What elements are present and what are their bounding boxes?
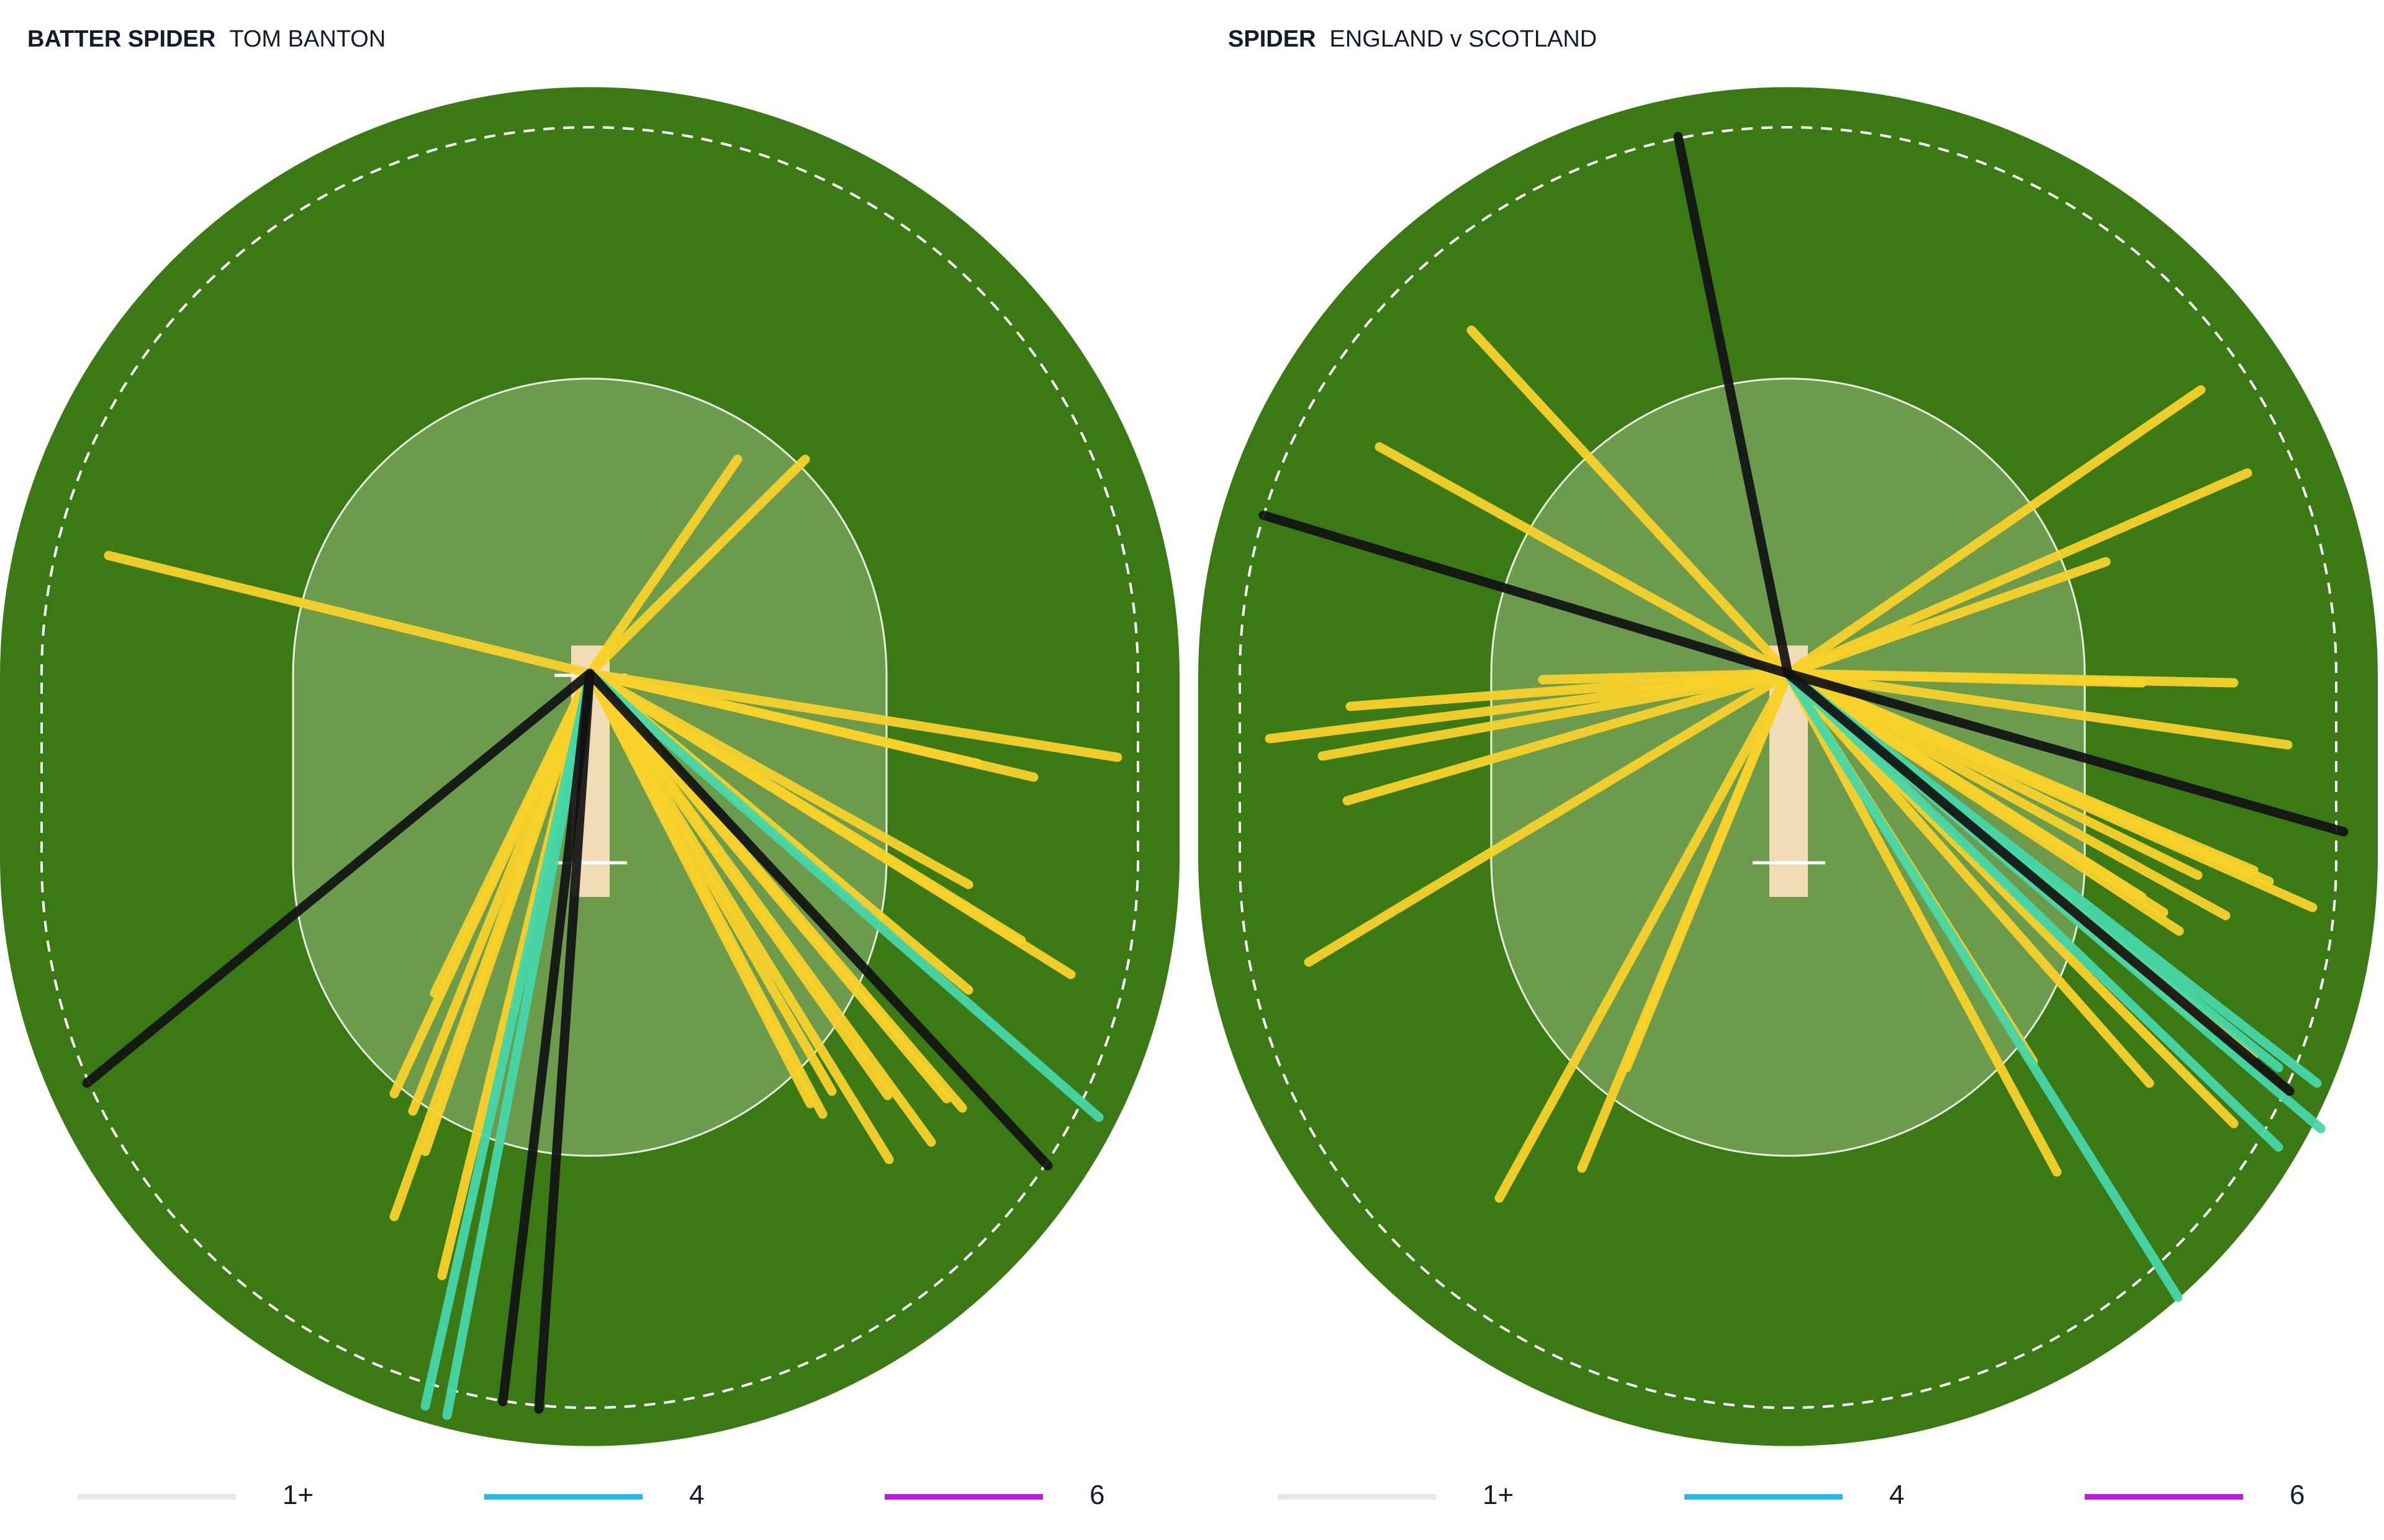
shot-line-run [1304,669,1793,967]
shot-line-run [585,669,983,768]
shot-line-run [1783,669,2259,875]
batter-spider-title-name: TOM BANTON [229,26,386,52]
shot-line-run [1317,669,1793,761]
shot-line-dot [498,669,595,1407]
shot-line-run [1342,669,1793,806]
shot-line-run [104,551,595,678]
shot-line-dot [534,669,595,1414]
batter-spider-chart [0,87,1180,1446]
match-spider-title-label: SPIDER [1228,26,1316,52]
shot-line-run [585,669,815,1109]
shot-line-run [1375,442,1793,678]
shot-line-run [1494,669,1793,1203]
shot-line-run [585,669,893,1101]
legend-label-6: 6 [2290,1480,2305,1510]
match-spider-legend: 1+ 4 6 [1198,1477,2384,1515]
shot-line-run [1783,669,2203,880]
shot-line-run [1783,385,2206,678]
shot-line-run [1783,468,2252,678]
legend-swatch-6 [2085,1494,2243,1500]
shot-line-four [585,669,1104,1122]
shot-line-run [585,669,952,1104]
batter-spider-panel: BATTER SPIDER TOM BANTON 1+ 4 6 [0,26,1192,1515]
match-spider-chart [1198,87,2378,1446]
shot-line-run [1783,557,2111,678]
shot-line-dot [82,669,595,1088]
shot-line-four [1783,669,2183,1302]
shot-line-dot [585,669,1053,1171]
legend-label-1plus: 1+ [282,1480,314,1510]
shot-line-run [1622,669,1793,1073]
boundary-rope [40,126,1139,1409]
legend-swatch-1plus [1278,1494,1436,1500]
shot-line-four [1783,669,2283,1152]
boundary-rope [1239,126,2337,1409]
shot-line-dot [1783,669,2349,837]
shot-line-run [1783,669,2293,750]
batter-spider-legend: 1+ 4 6 [0,1477,1192,1515]
shot-line-run [408,669,595,1116]
match-spider-title: SPIDER ENGLAND v SCOTLAND [1228,26,1597,53]
batter-spider-title-label: BATTER SPIDER [27,26,216,52]
legend-swatch-1plus [78,1494,236,1500]
legend-label-4: 4 [1889,1480,1905,1510]
legend-label-1plus: 1+ [1483,1480,1514,1510]
shot-line-run [585,454,810,678]
shot-line-dot [1783,669,2295,1096]
shot-line-run [585,454,743,678]
legend-label-4: 4 [689,1480,705,1510]
shot-line-four [442,669,595,1420]
shot-line-run [585,669,1122,762]
shot-line-run [1538,669,1793,685]
match-spider-panel: SPIDER ENGLAND v SCOTLAND 1+ 4 6 [1198,0,2384,1540]
shot-line-run [1466,325,1793,678]
legend-swatch-4 [1684,1494,1843,1500]
shot-line-dot [1258,510,1793,678]
match-spider-title-name: ENGLAND v SCOTLAND [1329,26,1597,52]
shot-line-run [1783,669,2062,1177]
batter-spider-title: BATTER SPIDER TOM BANTON [27,26,386,53]
shot-line-run [585,669,1076,979]
legend-swatch-6 [885,1494,1043,1500]
legend-swatch-4 [484,1494,643,1500]
shot-line-dot [1673,132,1793,678]
shot-line-run [1783,669,2147,688]
shot-line-run [1783,669,2154,1088]
shot-line-run [1783,669,2184,936]
legend-label-6: 6 [1090,1480,1105,1510]
